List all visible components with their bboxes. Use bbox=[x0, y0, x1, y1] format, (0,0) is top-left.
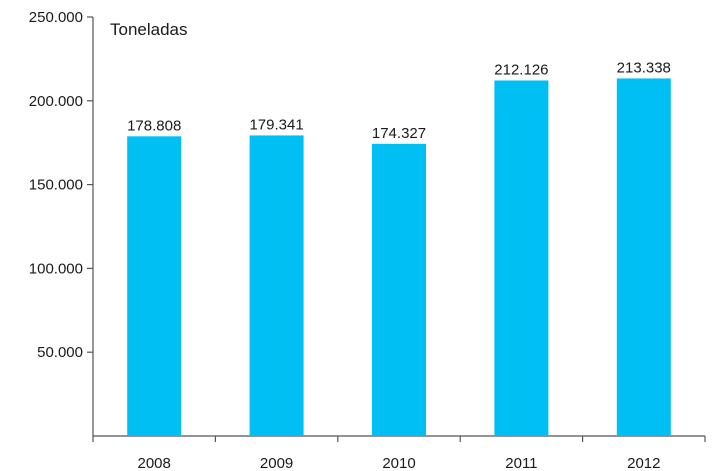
x-tick-label: 2008 bbox=[138, 455, 171, 471]
x-tick-label: 2011 bbox=[505, 455, 537, 471]
y-unit-label: Toneladas bbox=[110, 20, 188, 39]
y-tick-label: 50.000 bbox=[37, 344, 83, 361]
value-label-2009: 179.341 bbox=[249, 116, 303, 133]
x-tick-label: 2009 bbox=[260, 455, 293, 471]
bar-2011 bbox=[494, 80, 549, 437]
value-label-2008: 178.808 bbox=[127, 117, 181, 134]
bar-2012 bbox=[616, 78, 671, 437]
y-tick-label: 200.000 bbox=[29, 93, 83, 110]
y-tick-label: 250.000 bbox=[29, 9, 83, 26]
value-label-2012: 213.338 bbox=[617, 59, 671, 76]
x-axis: 2008 2009 2010 2011 2012 bbox=[92, 435, 706, 471]
y-axis: 50.000 100.000 150.000 200.000 250.000 bbox=[29, 9, 94, 436]
bar-2010 bbox=[372, 143, 426, 436]
y-tick-label: 100.000 bbox=[29, 260, 83, 277]
bar-2008 bbox=[127, 136, 182, 436]
value-label-2010: 174.327 bbox=[372, 125, 426, 142]
x-tick-label: 2012 bbox=[627, 455, 660, 471]
y-tick-label: 150.000 bbox=[29, 177, 83, 194]
bar-2009 bbox=[249, 135, 304, 436]
x-tick-label: 2010 bbox=[382, 455, 415, 471]
value-label-2011: 212.126 bbox=[494, 61, 548, 78]
value-labels: 178.808 179.341 174.327 212.126 213.338 bbox=[127, 59, 671, 141]
bars bbox=[127, 78, 671, 437]
